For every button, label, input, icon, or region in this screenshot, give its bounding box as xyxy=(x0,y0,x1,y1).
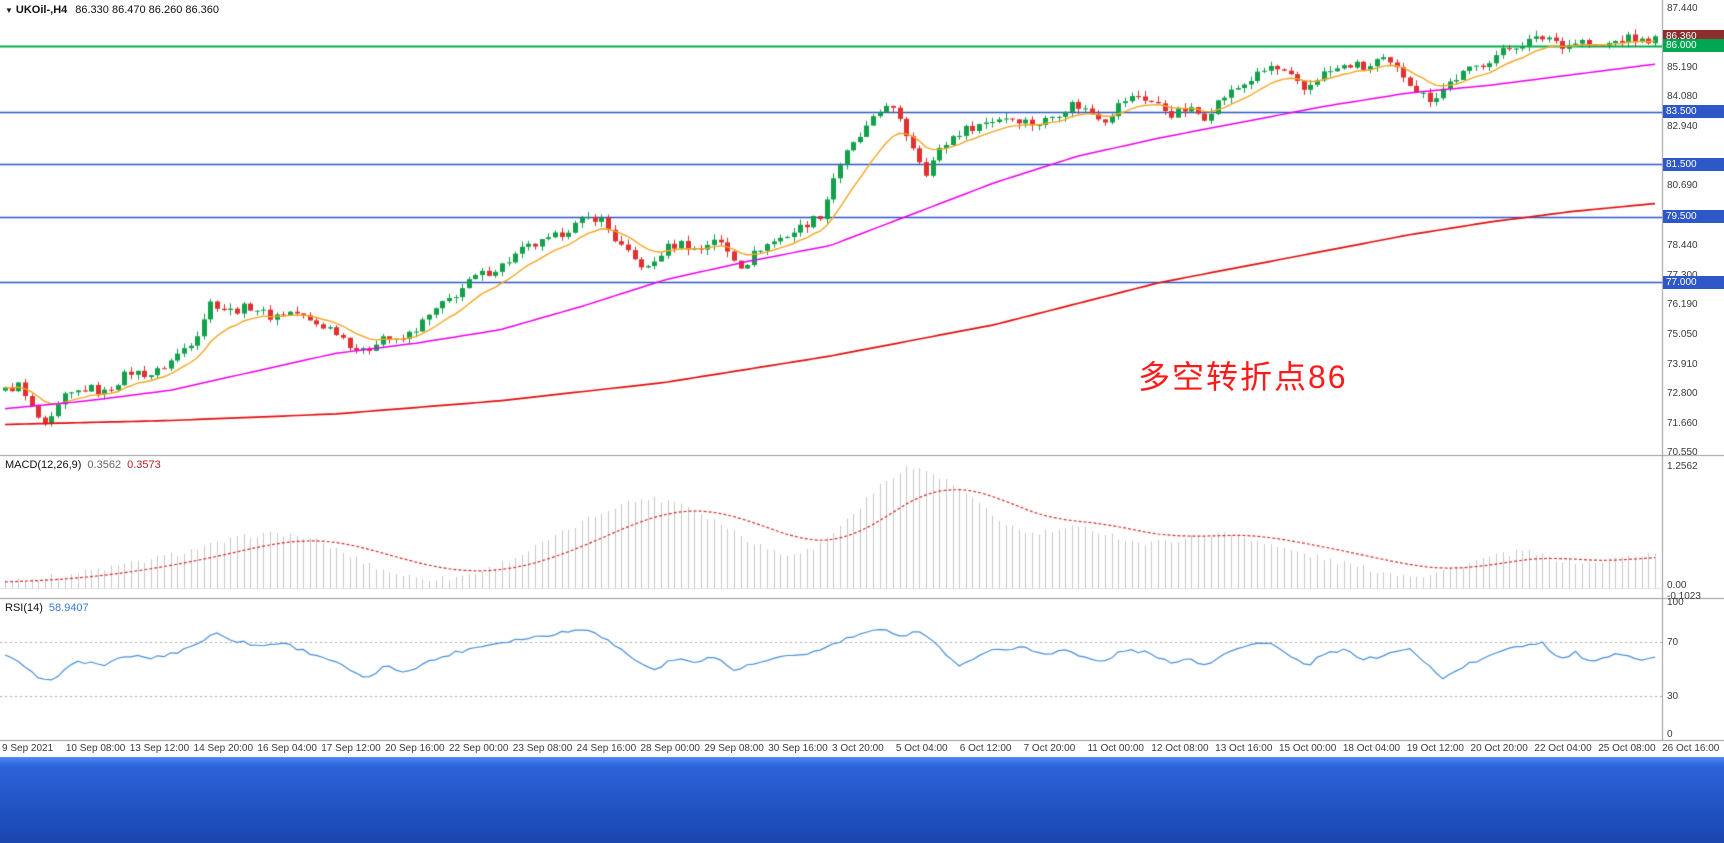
date-label: 15 Oct 00:00 xyxy=(1279,743,1337,754)
price-axis-label: 78.440 xyxy=(1667,239,1698,251)
price-axis-label: 77.300 xyxy=(1667,270,1698,281)
price-axis-label: 87.440 xyxy=(1667,2,1698,14)
rsi-label: RSI(14) xyxy=(5,602,43,614)
price-axis-label: 70.550 xyxy=(1667,447,1698,459)
rsi-axis-label: 70 xyxy=(1667,637,1679,649)
macd-header: MACD(12,26,9) 0.3562 0.3573 xyxy=(5,459,161,471)
macd-axis-label: 1.2562 xyxy=(1667,461,1698,473)
price-axis-label: 73.910 xyxy=(1667,358,1698,370)
macd-axis-label: -0.1023 xyxy=(1667,590,1701,602)
chart-annotation: 多空转折点86 xyxy=(1138,359,1348,395)
price-axis-label: 75.050 xyxy=(1667,328,1698,340)
price-axis-label: 72.800 xyxy=(1667,387,1698,399)
price-badge-support-line: 83.500 xyxy=(1663,105,1724,118)
date-label: 3 Oct 20:00 xyxy=(832,743,884,754)
date-label: 26 Oct 16:00 xyxy=(1662,743,1720,754)
price-axis-label: 80.690 xyxy=(1667,180,1698,192)
date-label: 20 Oct 20:00 xyxy=(1470,743,1528,754)
price-axis-label: 82.940 xyxy=(1667,121,1698,133)
date-label: 16 Sep 04:00 xyxy=(257,743,317,754)
chart-title: ▼ UKOil-,H4 86.330 86.470 86.260 86.360 xyxy=(5,4,219,16)
price-badge-horizontal-line: 86.000 xyxy=(1663,39,1724,53)
date-label: 29 Sep 08:00 xyxy=(704,743,764,754)
date-label: 9 Sep 2021 xyxy=(2,743,54,754)
date-label: 22 Sep 00:00 xyxy=(448,743,509,754)
date-label: 14 Sep 20:00 xyxy=(193,743,254,754)
date-label: 24 Sep 16:00 xyxy=(576,743,637,754)
date-label: 23 Sep 08:00 xyxy=(512,743,573,754)
price-badge-support-line: 77.000 xyxy=(1663,275,1724,289)
date-label: 5 Oct 04:00 xyxy=(895,743,948,754)
rsi-value: 58.9407 xyxy=(48,602,89,614)
date-label: 11 Oct 00:00 xyxy=(1087,743,1144,754)
date-label: 6 Oct 12:00 xyxy=(959,743,1012,754)
macd-signal-value: 0.3573 xyxy=(127,459,161,471)
date-label: 19 Oct 12:00 xyxy=(1406,743,1464,754)
date-label: 30 Sep 16:00 xyxy=(768,743,828,754)
date-label: 13 Oct 16:00 xyxy=(1215,743,1273,754)
taskbar[interactable] xyxy=(0,757,1724,843)
macd-axis-label: 0.00 xyxy=(1667,580,1687,591)
price-badge-support-line: 81.500 xyxy=(1663,157,1724,171)
macd-label: MACD(12,26,9) xyxy=(5,459,82,471)
ohlc-values: 86.330 86.470 86.260 86.360 xyxy=(75,4,220,16)
date-label: 13 Sep 12:00 xyxy=(129,743,190,754)
chart-canvas[interactable] xyxy=(0,0,1724,758)
date-label: 28 Sep 00:00 xyxy=(640,743,701,754)
rsi-axis-label: 0 xyxy=(1667,729,1673,740)
macd-main-value: 0.3562 xyxy=(87,459,122,471)
date-label: 10 Sep 08:00 xyxy=(65,743,126,754)
rsi-header: RSI(14) 58.9407 xyxy=(5,602,89,614)
date-label: 18 Oct 04:00 xyxy=(1342,743,1401,754)
price-axis-label: 84.080 xyxy=(1667,91,1698,103)
collapse-arrow-icon[interactable]: ▼ xyxy=(5,6,13,15)
date-label: 7 Oct 20:00 xyxy=(1023,743,1076,754)
date-label: 12 Oct 08:00 xyxy=(1151,743,1209,754)
date-label: 25 Oct 08:00 xyxy=(1598,743,1656,754)
date-label: 20 Sep 16:00 xyxy=(385,743,445,754)
rsi-axis-label: 100 xyxy=(1667,597,1684,608)
symbol-period-label: UKOil-,H4 xyxy=(15,4,68,16)
price-axis-label: 85.190 xyxy=(1667,62,1698,74)
price-axis-label: 76.190 xyxy=(1667,298,1698,310)
price-badge-support-line: 79.500 xyxy=(1663,210,1724,224)
price-axis-label: 71.660 xyxy=(1667,417,1698,429)
date-label: 17 Sep 12:00 xyxy=(321,743,381,754)
rsi-axis-label: 30 xyxy=(1667,690,1679,702)
date-label: 22 Oct 04:00 xyxy=(1534,743,1592,754)
